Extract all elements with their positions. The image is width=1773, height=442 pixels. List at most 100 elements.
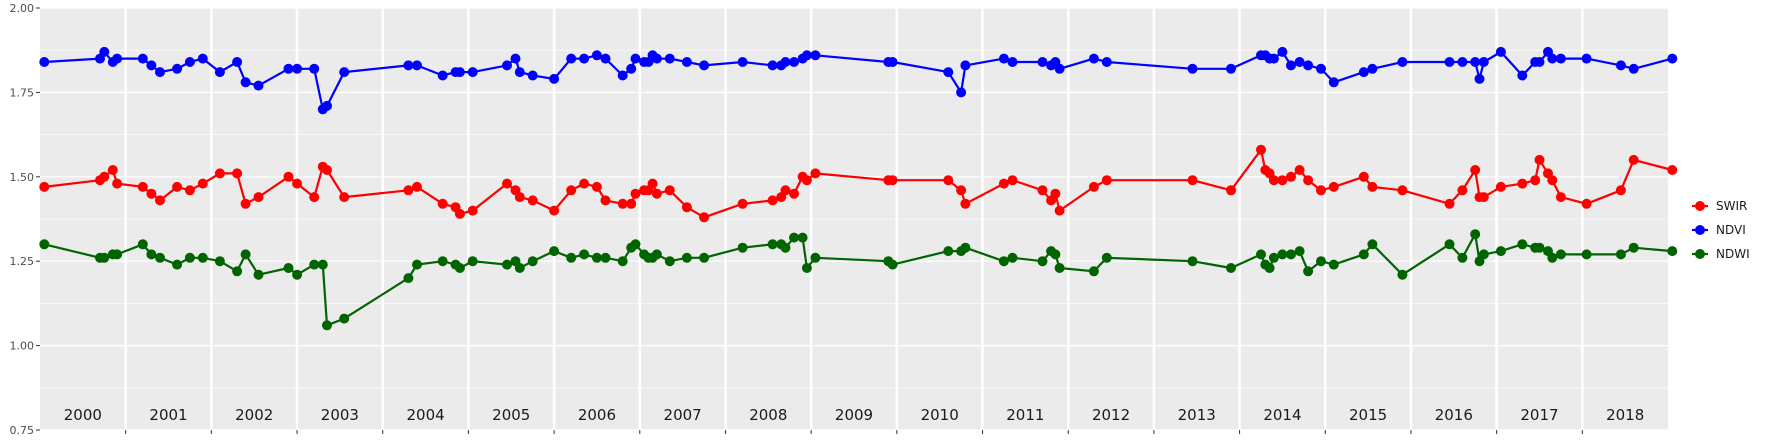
- data-point-swir: [780, 185, 791, 196]
- data-point-swir: [681, 202, 692, 213]
- year-label: 2018: [1606, 406, 1644, 424]
- data-point-ndwi: [184, 252, 195, 263]
- data-point-ndwi: [1286, 249, 1296, 260]
- data-point-swir: [292, 178, 303, 189]
- data-point-ndvi: [1667, 53, 1678, 64]
- data-point-ndvi: [39, 57, 50, 67]
- data-point-ndvi: [184, 57, 195, 67]
- data-point-swir: [1187, 175, 1198, 186]
- data-point-swir: [810, 168, 821, 179]
- data-point-swir: [1037, 185, 1048, 196]
- data-point-ndwi: [1470, 229, 1481, 240]
- data-point-swir: [1226, 185, 1236, 196]
- data-point-ndwi: [549, 246, 560, 257]
- data-point-ndwi: [283, 263, 294, 273]
- data-point-ndwi: [801, 263, 812, 273]
- data-point-ndwi: [39, 239, 50, 250]
- data-point-ndwi: [681, 252, 692, 263]
- data-point-swir: [1268, 175, 1279, 186]
- data-point-ndvi: [887, 57, 898, 67]
- data-point-ndvi: [454, 67, 465, 78]
- data-point-ndvi: [1478, 57, 1489, 67]
- data-point-swir: [998, 178, 1009, 189]
- data-point-swir: [137, 181, 148, 192]
- legend-label-ndwi: NDWI: [1716, 247, 1750, 261]
- data-point-ndvi: [767, 60, 778, 71]
- data-point-swir: [283, 171, 294, 182]
- data-point-ndwi: [737, 242, 748, 253]
- data-point-swir: [1294, 165, 1305, 175]
- data-point-ndwi: [112, 249, 123, 260]
- data-point-swir: [1397, 185, 1408, 196]
- data-point-ndwi: [502, 259, 512, 270]
- data-point-swir: [146, 188, 157, 199]
- data-point-ndvi: [1628, 63, 1639, 74]
- data-point-ndvi: [502, 60, 512, 71]
- data-point-ndwi: [240, 249, 251, 260]
- data-point-ndvi: [1581, 53, 1592, 64]
- data-point-ndwi: [664, 256, 675, 267]
- data-point-ndwi: [317, 259, 328, 270]
- y-tick-label: 0.75: [10, 424, 35, 437]
- data-point-swir: [1667, 165, 1678, 175]
- data-point-ndvi: [197, 53, 208, 64]
- data-point-ndwi: [322, 320, 332, 331]
- data-point-ndwi: [1226, 263, 1236, 273]
- data-point-ndwi: [467, 256, 478, 267]
- data-point-ndwi: [146, 249, 157, 260]
- data-point-swir: [1328, 181, 1339, 192]
- data-point-swir: [107, 165, 118, 175]
- data-point-ndvi: [412, 60, 422, 71]
- data-point-ndwi: [527, 256, 538, 267]
- data-point-ndvi: [1367, 63, 1378, 74]
- data-point-ndwi: [1294, 246, 1305, 257]
- data-point-ndvi: [240, 77, 251, 88]
- data-point-ndvi: [1328, 77, 1339, 88]
- data-point-swir: [502, 178, 512, 189]
- data-point-ndvi: [232, 57, 243, 67]
- data-point-ndvi: [626, 63, 637, 74]
- data-point-ndvi: [600, 53, 611, 64]
- data-point-ndwi: [699, 252, 710, 263]
- data-point-ndvi: [527, 70, 538, 81]
- data-point-ndwi: [214, 256, 225, 267]
- data-point-ndvi: [651, 53, 662, 64]
- year-label: 2016: [1435, 406, 1473, 424]
- data-point-ndvi: [549, 73, 560, 84]
- data-point-swir: [467, 205, 478, 216]
- data-point-ndwi: [651, 249, 662, 260]
- data-point-ndvi: [214, 67, 225, 78]
- data-point-ndwi: [960, 242, 971, 253]
- data-point-ndvi: [172, 63, 183, 74]
- data-point-ndvi: [1286, 60, 1296, 71]
- year-label: 2000: [64, 406, 102, 424]
- data-point-swir: [630, 188, 641, 199]
- data-point-swir: [1615, 185, 1626, 196]
- data-point-ndvi: [1470, 57, 1481, 67]
- data-point-swir: [240, 198, 251, 209]
- data-point-swir: [1316, 185, 1326, 196]
- year-label: 2002: [235, 406, 273, 424]
- year-labels: 2000 2001 2002 2003 2004 2005 2006 2007 2008 2009…: [64, 406, 1645, 424]
- data-point-swir: [232, 168, 243, 179]
- data-point-ndvi: [1474, 73, 1485, 84]
- data-point-swir: [737, 198, 748, 209]
- data-point-ndwi: [1268, 252, 1279, 263]
- data-point-ndvi: [253, 80, 264, 91]
- data-point-ndvi: [699, 60, 710, 71]
- data-point-ndwi: [887, 259, 898, 270]
- data-point-ndwi: [437, 256, 448, 267]
- y-tick-label: 1.25: [10, 255, 35, 268]
- data-point-ndwi: [810, 252, 821, 263]
- data-point-swir: [1470, 165, 1481, 175]
- data-point-swir: [1050, 188, 1061, 199]
- data-point-ndwi: [339, 313, 350, 324]
- data-point-ndwi: [617, 256, 628, 267]
- data-point-swir: [1517, 178, 1528, 189]
- data-point-ndwi: [1007, 252, 1018, 263]
- data-point-ndvi: [510, 53, 521, 64]
- data-point-ndvi: [956, 87, 967, 98]
- data-point-swir: [1286, 171, 1296, 182]
- data-point-ndvi: [1303, 60, 1314, 71]
- data-point-ndvi: [1397, 57, 1408, 67]
